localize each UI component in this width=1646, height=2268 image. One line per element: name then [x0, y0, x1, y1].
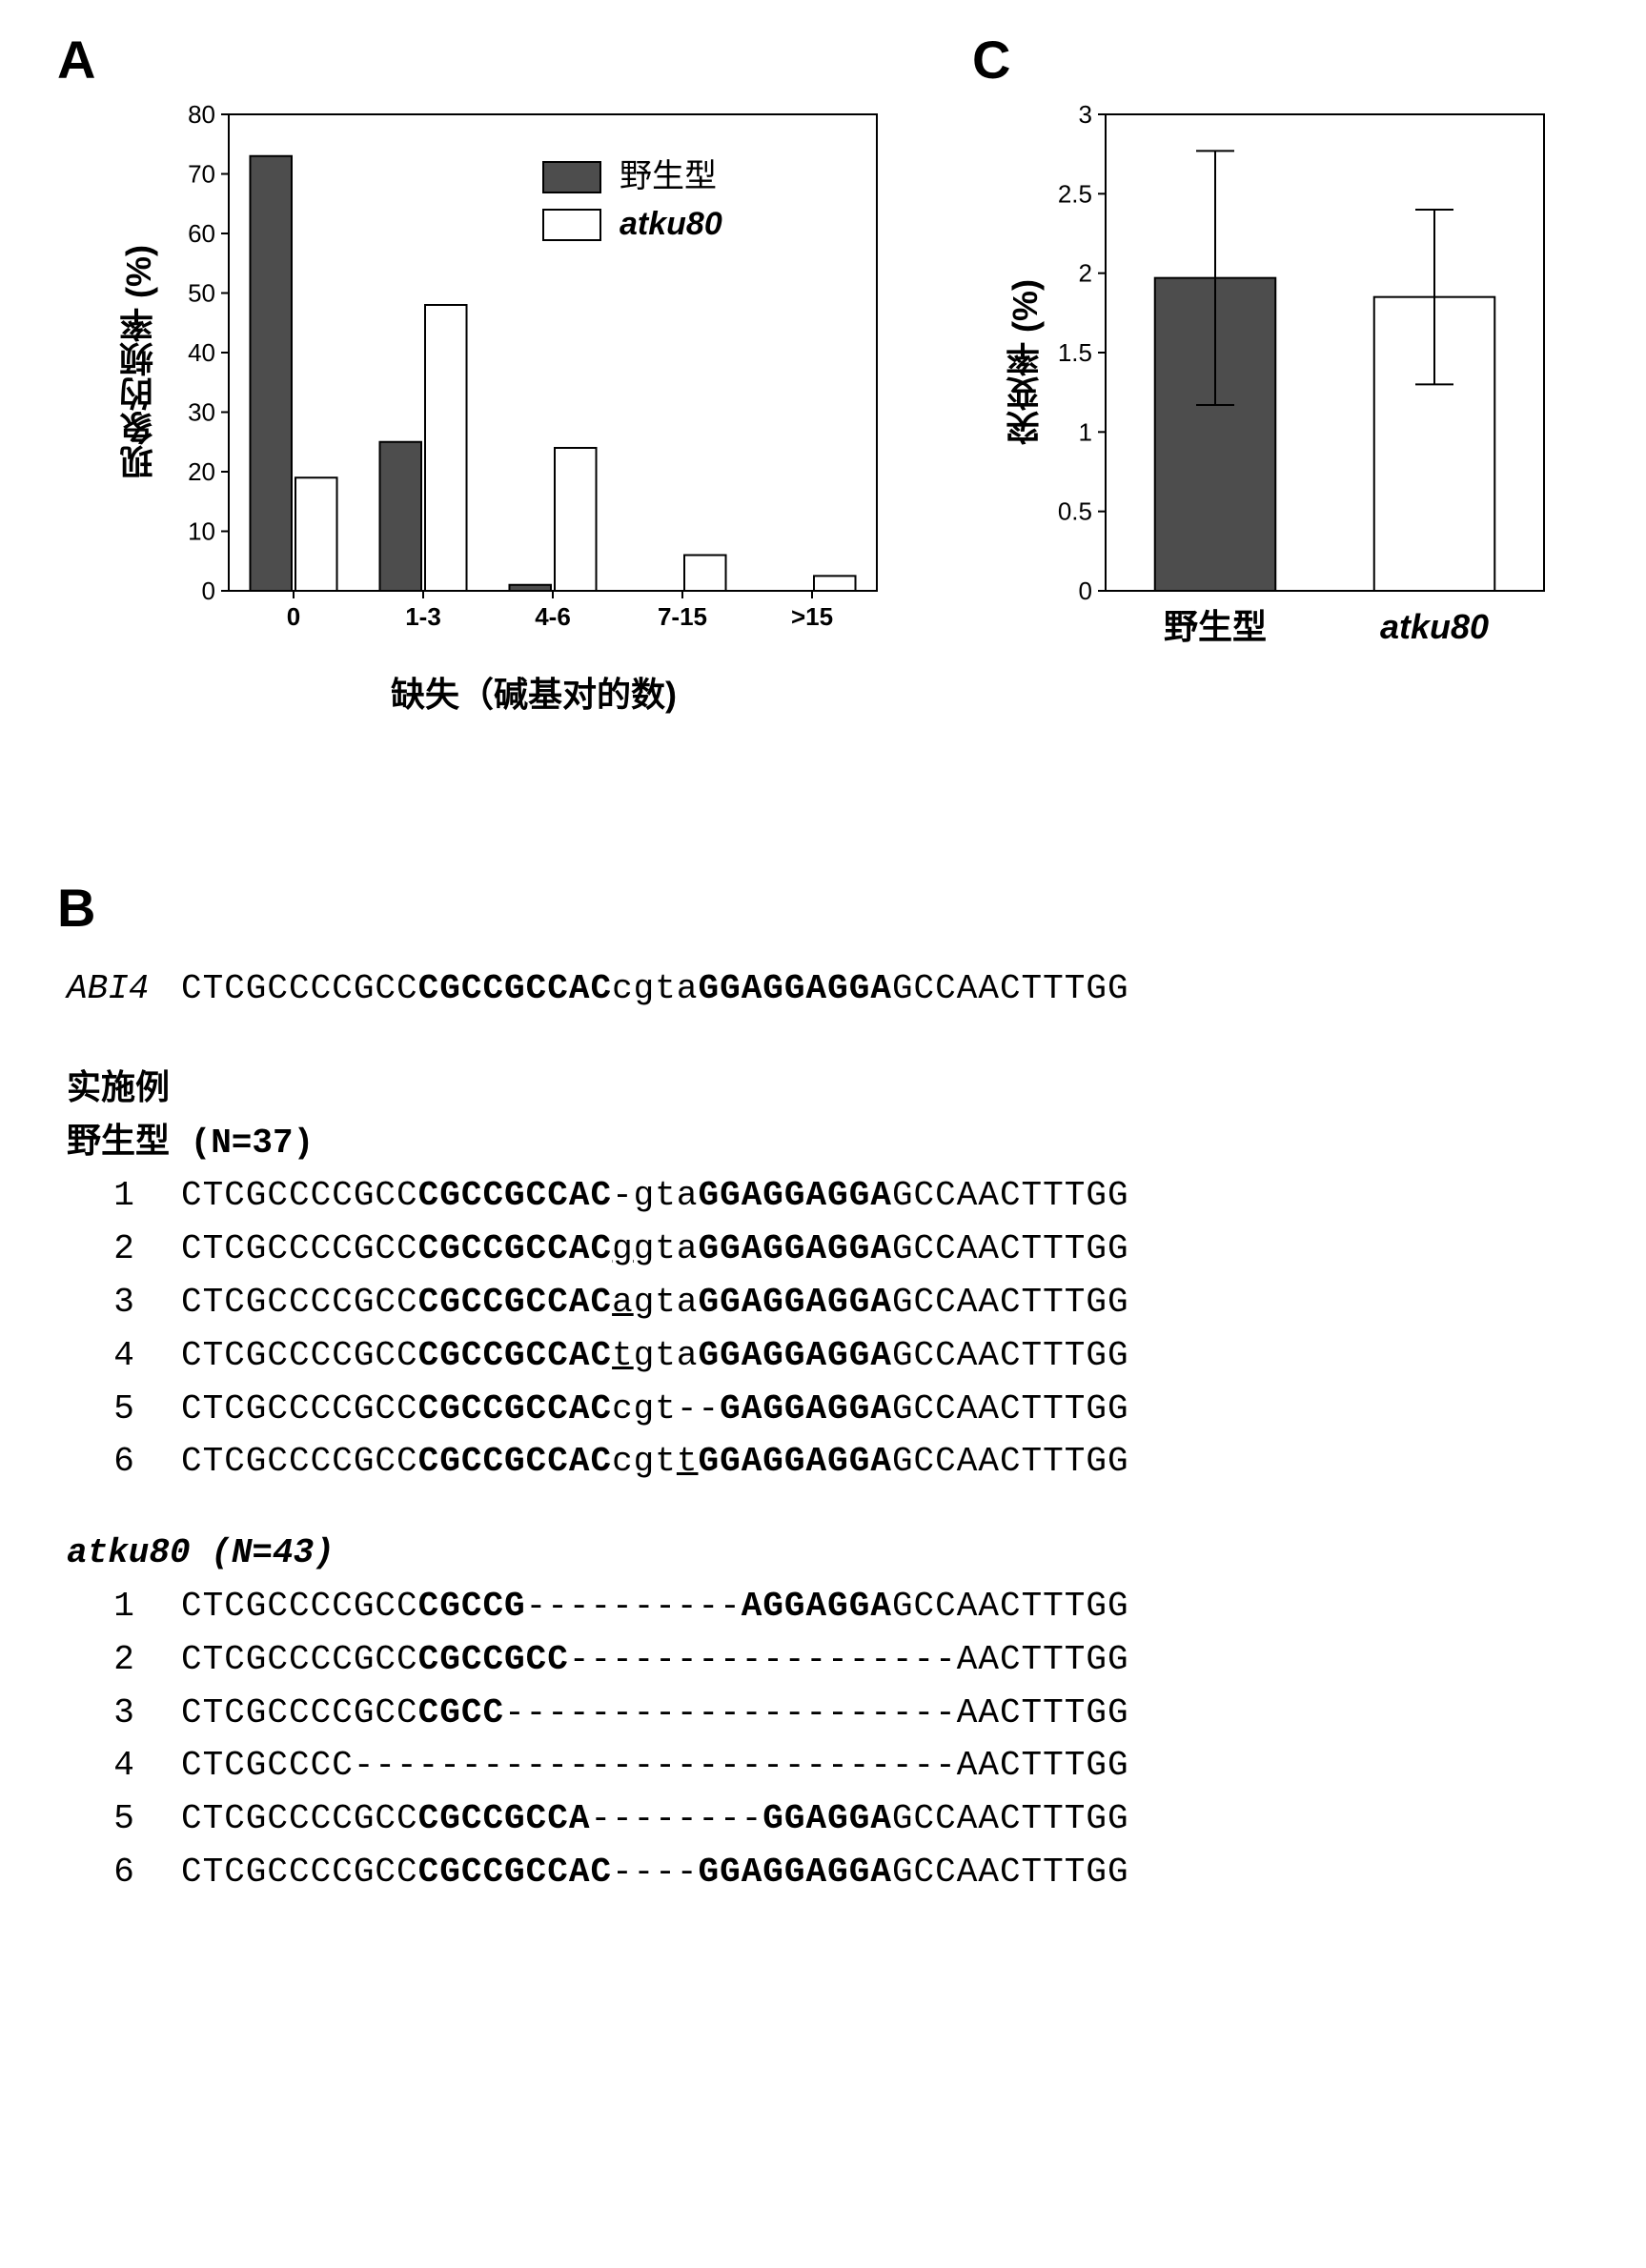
seq-row: 6CTCGCCCCGCCCGCCGCCACcgttGGAGGAGGAGCCAAC…	[67, 1435, 1573, 1488]
seq-row-text: CTCGCCCCGCCCGCCGCCA--------GGAGGAGCCAACT…	[181, 1792, 1129, 1846]
seq-row-num: 2	[67, 1223, 181, 1276]
seq-wt-header: 野生型 (N=37)	[67, 1117, 1573, 1170]
seq-row: 4CTCGCCCCGCCCGCCGCCACtgtaGGAGGAGGAGCCAAC…	[67, 1329, 1573, 1383]
seq-row-text: CTCGCCCCGCCCGCCGCCAC----GGAGGAGGAGCCAACT…	[181, 1846, 1129, 1899]
svg-text:0: 0	[202, 577, 215, 605]
seq-row-num: 3	[67, 1687, 181, 1740]
panel-c-ylabel: 突变率 (%)	[1001, 219, 1050, 505]
seq-row: 1CTCGCCCCGCCCGCCG----------AGGAGGAGCCAAC…	[67, 1580, 1573, 1633]
seq-row-text: CTCGCCCCGCCCGCCGCCACggtaGGAGGAGGAGCCAACT…	[181, 1223, 1129, 1276]
seq-row-text: CTCGCCCCGCCCGCCG----------AGGAGGAGCCAACT…	[181, 1580, 1129, 1633]
seq-row: 1CTCGCCCCGCCCGCCGCCAC-gtaGGAGGAGGAGCCAAC…	[67, 1169, 1573, 1223]
seq-row: 6CTCGCCCCGCCCGCCGCCAC----GGAGGAGGAGCCAAC…	[67, 1846, 1573, 1899]
svg-text:1-3: 1-3	[405, 602, 441, 631]
svg-text:1: 1	[1079, 417, 1092, 446]
seq-row-text: CTCGCCCCGCCCGCCGCCACagtaGGAGGAGGAGCCAACT…	[181, 1276, 1129, 1329]
seq-example-label: 实施例	[67, 1063, 1573, 1117]
svg-text:70: 70	[188, 160, 215, 189]
panel-a-ylabel: 现象的频率 (%)	[114, 172, 164, 553]
seq-row-num: 1	[67, 1169, 181, 1223]
svg-text:0.5: 0.5	[1058, 497, 1092, 526]
svg-text:野生型: 野生型	[620, 158, 717, 194]
seq-row: 2CTCGCCCCGCCCGCCGCC------------------AAC…	[67, 1633, 1573, 1687]
svg-text:atku80: atku80	[1380, 607, 1489, 646]
seq-row-text: CTCGCCCCGCCCGCCGCCACtgtaGGAGGAGGAGCCAACT…	[181, 1329, 1129, 1383]
svg-text:20: 20	[188, 457, 215, 486]
panel-a-label: A	[57, 29, 95, 91]
seq-row-num: 4	[67, 1329, 181, 1383]
seq-row-num: 6	[67, 1846, 181, 1899]
seq-row-text: CTCGCCCCGCCCGCCGCC------------------AACT…	[181, 1633, 1129, 1687]
panel-a-xlabel: 缺失（碱基对的数)	[248, 667, 820, 717]
seq-row-num: 5	[67, 1383, 181, 1436]
seq-row: 5CTCGCCCCGCCCGCCGCCA--------GGAGGAGCCAAC…	[67, 1792, 1573, 1846]
svg-text:40: 40	[188, 338, 215, 367]
svg-text:2: 2	[1079, 259, 1092, 288]
svg-text:50: 50	[188, 279, 215, 308]
panel-a-chart: 现象的频率 (%) 0102030405060708001-34-67-15>1…	[124, 76, 905, 705]
seq-row-num: 6	[67, 1435, 181, 1488]
seq-ref-name: ABI4	[67, 962, 181, 1016]
svg-text:2.5: 2.5	[1058, 179, 1092, 208]
seq-row-text: CTCGCCCCGCCCGCCGCCAC-gtaGGAGGAGGAGCCAACT…	[181, 1169, 1129, 1223]
svg-text:30: 30	[188, 398, 215, 427]
panel-b-label: B	[57, 877, 95, 939]
svg-text:10: 10	[188, 517, 215, 546]
svg-text:7-15: 7-15	[658, 602, 707, 631]
seq-row-num: 3	[67, 1276, 181, 1329]
seq-row-num: 2	[67, 1633, 181, 1687]
seq-row: 4CTCGCCCC----------------------------AAC…	[67, 1739, 1573, 1792]
panel-a-svg: 0 10 20 30 40 50 60 70 80 0 1-3 4-6 7-15 >15 野生型 atku80	[124, 76, 905, 667]
svg-text:1.5: 1.5	[1058, 338, 1092, 367]
svg-text:80: 80	[188, 100, 215, 129]
seq-row-text: CTCGCCCCGCCCGCC---------------------AACT…	[181, 1687, 1129, 1740]
seq-wt-rows: 1CTCGCCCCGCCCGCCGCCAC-gtaGGAGGAGGAGCCAAC…	[67, 1169, 1573, 1488]
panel-c-label: C	[972, 29, 1010, 91]
svg-text:60: 60	[188, 219, 215, 248]
seq-row: 3CTCGCCCCGCCCGCCGCCACagtaGGAGGAGGAGCCAAC…	[67, 1276, 1573, 1329]
seq-row-text: CTCGCCCCGCCCGCCGCCACcgttGGAGGAGGAGCCAACT…	[181, 1435, 1129, 1488]
seq-ref-row: ABI4 CTCGCCCCGCCCGCCGCCACcgtaGGAGGAGGAGC…	[67, 962, 1573, 1016]
seq-row: 2CTCGCCCCGCCCGCCGCCACggtaGGAGGAGGAGCCAAC…	[67, 1223, 1573, 1276]
svg-text:4-6: 4-6	[535, 602, 571, 631]
seq-row-text: CTCGCCCC----------------------------AACT…	[181, 1739, 1129, 1792]
seq-mut-header: atku80 (N=43)	[67, 1527, 1573, 1580]
seq-row-num: 4	[67, 1739, 181, 1792]
panel-b-sequences: ABI4 CTCGCCCCGCCCGCCGCCACcgtaGGAGGAGGAGC…	[67, 962, 1573, 1899]
svg-text:0: 0	[287, 602, 300, 631]
seq-row: 3CTCGCCCCGCCCGCC---------------------AAC…	[67, 1687, 1573, 1740]
svg-text:>15: >15	[791, 602, 833, 631]
panel-c-svg: 0 0.5 1 1.5 2 2.5 3 野生型 atku80	[1010, 76, 1601, 705]
svg-text:0: 0	[1079, 577, 1092, 605]
panel-c-chart: 突变率 (%) 00.511.522.53野生型atku80	[1010, 76, 1601, 705]
seq-row-num: 5	[67, 1792, 181, 1846]
seq-mut-rows: 1CTCGCCCCGCCCGCCG----------AGGAGGAGCCAAC…	[67, 1580, 1573, 1899]
seq-row: 5CTCGCCCCGCCCGCCGCCACcgt--GAGGAGGAGCCAAC…	[67, 1383, 1573, 1436]
seq-row-text: CTCGCCCCGCCCGCCGCCACcgt--GAGGAGGAGCCAACT…	[181, 1383, 1129, 1436]
svg-text:3: 3	[1079, 100, 1092, 129]
svg-text:atku80: atku80	[620, 206, 722, 242]
seq-ref-text: CTCGCCCCGCCCGCCGCCACcgtaGGAGGAGGAGCCAACT…	[181, 962, 1129, 1016]
seq-row-num: 1	[67, 1580, 181, 1633]
svg-text:野生型: 野生型	[1164, 607, 1267, 646]
